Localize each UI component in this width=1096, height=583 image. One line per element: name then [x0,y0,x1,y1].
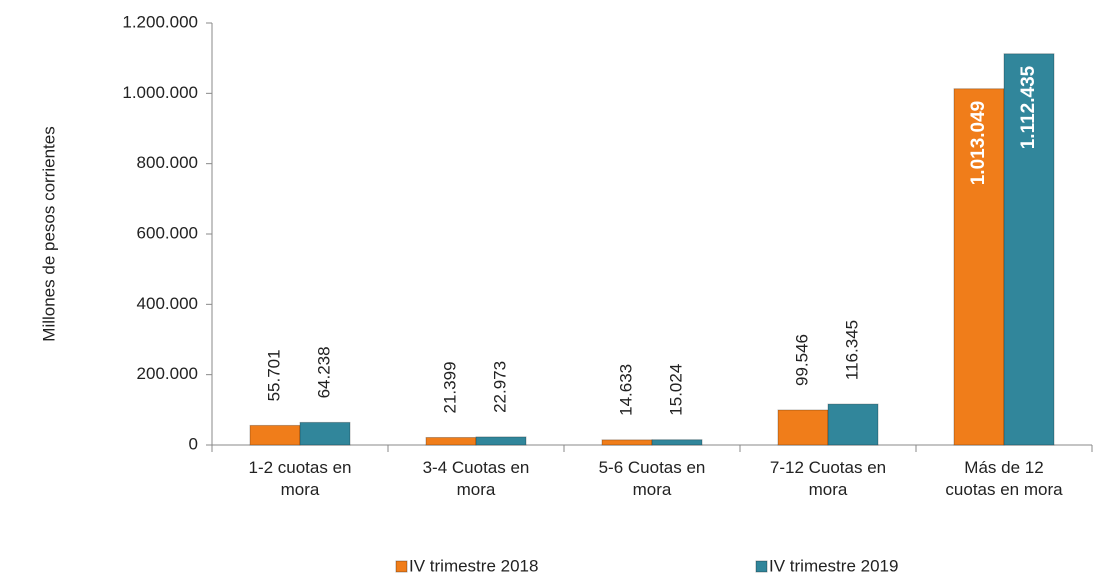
y-tick-label: 600.000 [137,223,198,242]
y-tick-label: 400.000 [137,294,198,313]
legend-swatch [395,560,408,573]
value-label: 64.238 [314,346,333,398]
legend-swatch [755,560,768,573]
y-axis-title: Millones de pesos corrientes [39,126,58,341]
y-tick-label: 1.200.000 [122,12,198,31]
value-label: 15.024 [666,364,685,416]
value-label: 116.345 [842,320,861,380]
value-label: 14.633 [616,364,635,416]
legend-label: IV trimestre 2018 [409,556,538,575]
bar [651,439,703,446]
bar [475,436,527,446]
y-tick-label: 800.000 [137,153,198,172]
value-label: 1.013.049 [968,101,989,186]
y-tick-label: 1.000.000 [122,83,198,102]
value-label: 22.973 [490,361,509,413]
x-tick-label: 7-12 Cuotas en mora [769,458,887,499]
bar [299,421,351,446]
bar [425,436,477,446]
bar [777,409,829,446]
bar [953,88,1005,446]
value-label: 21.399 [440,361,459,413]
bar [827,403,879,446]
x-tick-label: Más de 12 cuotas en mora [945,458,1063,499]
legend-label: IV trimestre 2019 [769,556,898,575]
y-tick-label: 200.000 [137,364,198,383]
x-tick-label: 1-2 cuotas en mora [248,458,352,499]
bar [1003,53,1055,446]
x-tick-label: 3-4 Cuotas en mora [422,458,530,499]
bar [601,439,653,446]
value-label: 55.701 [264,349,283,401]
value-label: 1.112.435 [1018,65,1039,149]
x-tick-label: 5-6 Cuotas en mora [598,458,706,499]
y-tick-label: 0 [189,434,198,453]
value-label: 99.546 [792,334,811,386]
bar [249,424,301,446]
